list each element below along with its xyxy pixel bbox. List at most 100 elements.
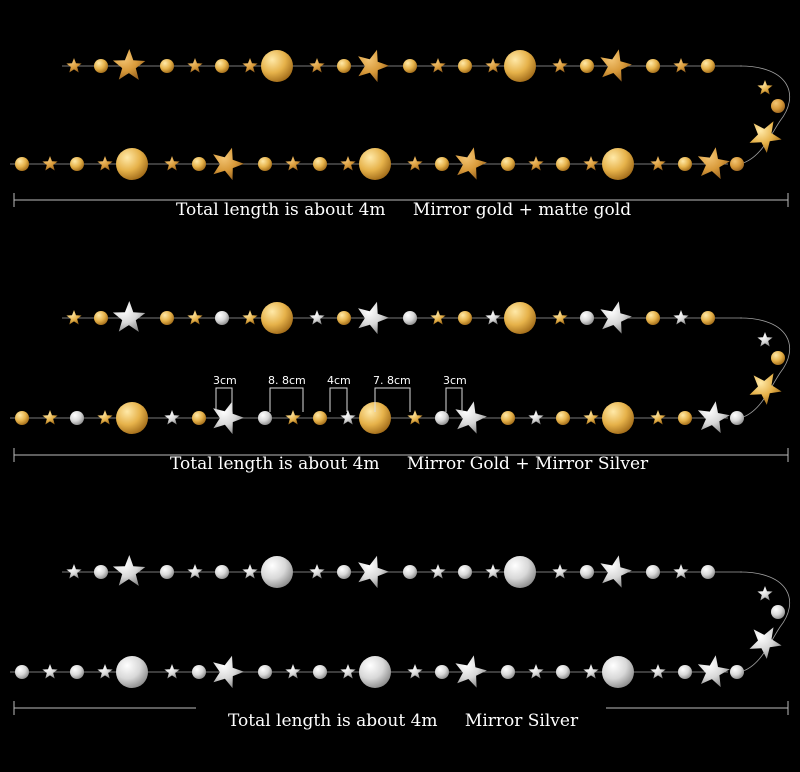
small-star	[66, 564, 82, 579]
small-circle	[580, 59, 594, 73]
small-star	[528, 156, 544, 171]
small-circle	[70, 411, 84, 425]
small-circle	[94, 565, 108, 579]
small-circle	[258, 665, 272, 679]
large-star	[697, 401, 730, 434]
small-star	[673, 58, 689, 73]
measurement-small-circle-2: 3cm	[443, 374, 467, 387]
small-star	[485, 564, 501, 579]
small-circle	[701, 59, 715, 73]
small-circle	[556, 411, 570, 425]
small-circle	[458, 59, 472, 73]
small-circle	[215, 565, 229, 579]
small-circle	[215, 59, 229, 73]
large-circle	[116, 148, 148, 180]
small-circle	[160, 311, 174, 325]
large-circle	[359, 656, 391, 688]
small-star	[164, 410, 180, 425]
small-circle	[501, 411, 515, 425]
small-star	[42, 664, 58, 679]
large-star	[697, 655, 730, 688]
small-star	[583, 664, 599, 679]
large-star	[455, 655, 487, 688]
large-circle	[602, 148, 634, 180]
measurement-star: 7. 8cm	[373, 374, 411, 387]
small-star	[407, 410, 423, 425]
small-circle	[94, 311, 108, 325]
string-curve	[739, 65, 790, 165]
small-circle	[435, 157, 449, 171]
caption-garland-1: Total length is about 4m Mirror gold + m…	[176, 200, 631, 220]
caption-garland-3: Total length is about 4m Mirror Silver	[228, 711, 578, 731]
small-circle	[215, 311, 229, 325]
small-star	[309, 58, 325, 73]
measurement-bracket	[215, 387, 233, 412]
small-circle	[678, 411, 692, 425]
small-circle	[730, 157, 744, 171]
small-star	[242, 564, 258, 579]
small-star	[485, 310, 501, 325]
large-star	[358, 301, 389, 335]
large-star	[455, 401, 487, 434]
large-circle	[504, 302, 536, 334]
small-circle	[435, 665, 449, 679]
caption-type: Mirror Gold + Mirror Silver	[406, 454, 649, 474]
small-circle	[771, 605, 785, 619]
large-star	[213, 401, 244, 435]
small-circle	[313, 665, 327, 679]
small-circle	[701, 565, 715, 579]
caption-garland-2: Total length is about 4m Mirror Gold + M…	[170, 454, 648, 474]
large-star	[600, 301, 632, 334]
small-star	[430, 58, 446, 73]
string-curve	[739, 571, 790, 673]
caption-type: Mirror Silver	[464, 711, 579, 731]
small-star	[340, 410, 356, 425]
small-star	[164, 664, 180, 679]
small-star	[528, 410, 544, 425]
small-circle	[337, 311, 351, 325]
large-star	[112, 301, 146, 332]
small-circle	[701, 311, 715, 325]
small-circle	[160, 565, 174, 579]
large-circle	[504, 556, 536, 588]
small-star	[757, 332, 773, 347]
small-circle	[403, 59, 417, 73]
small-circle	[435, 411, 449, 425]
small-circle	[501, 157, 515, 171]
measurement-bracket	[445, 387, 463, 412]
small-star	[552, 58, 568, 73]
small-circle	[730, 665, 744, 679]
small-circle	[258, 411, 272, 425]
small-star	[97, 664, 113, 679]
small-star	[650, 664, 666, 679]
small-circle	[646, 565, 660, 579]
small-circle	[192, 157, 206, 171]
small-star	[187, 58, 203, 73]
small-star	[66, 58, 82, 73]
small-star	[285, 664, 301, 679]
large-circle	[261, 302, 293, 334]
small-circle	[580, 565, 594, 579]
small-circle	[556, 157, 570, 171]
large-star	[749, 373, 782, 405]
measurement-gap: 4cm	[327, 374, 351, 387]
large-star	[697, 147, 730, 180]
large-star	[455, 147, 487, 180]
small-star	[97, 410, 113, 425]
small-star	[673, 310, 689, 325]
large-star	[213, 655, 244, 689]
small-circle	[15, 665, 29, 679]
small-circle	[458, 565, 472, 579]
large-circle	[261, 50, 293, 82]
small-star	[164, 156, 180, 171]
large-circle	[116, 402, 148, 434]
large-star	[112, 49, 146, 80]
small-star	[583, 156, 599, 171]
small-star	[757, 80, 773, 95]
small-star	[340, 156, 356, 171]
small-circle	[15, 157, 29, 171]
small-star	[583, 410, 599, 425]
small-circle	[458, 311, 472, 325]
small-star	[285, 156, 301, 171]
